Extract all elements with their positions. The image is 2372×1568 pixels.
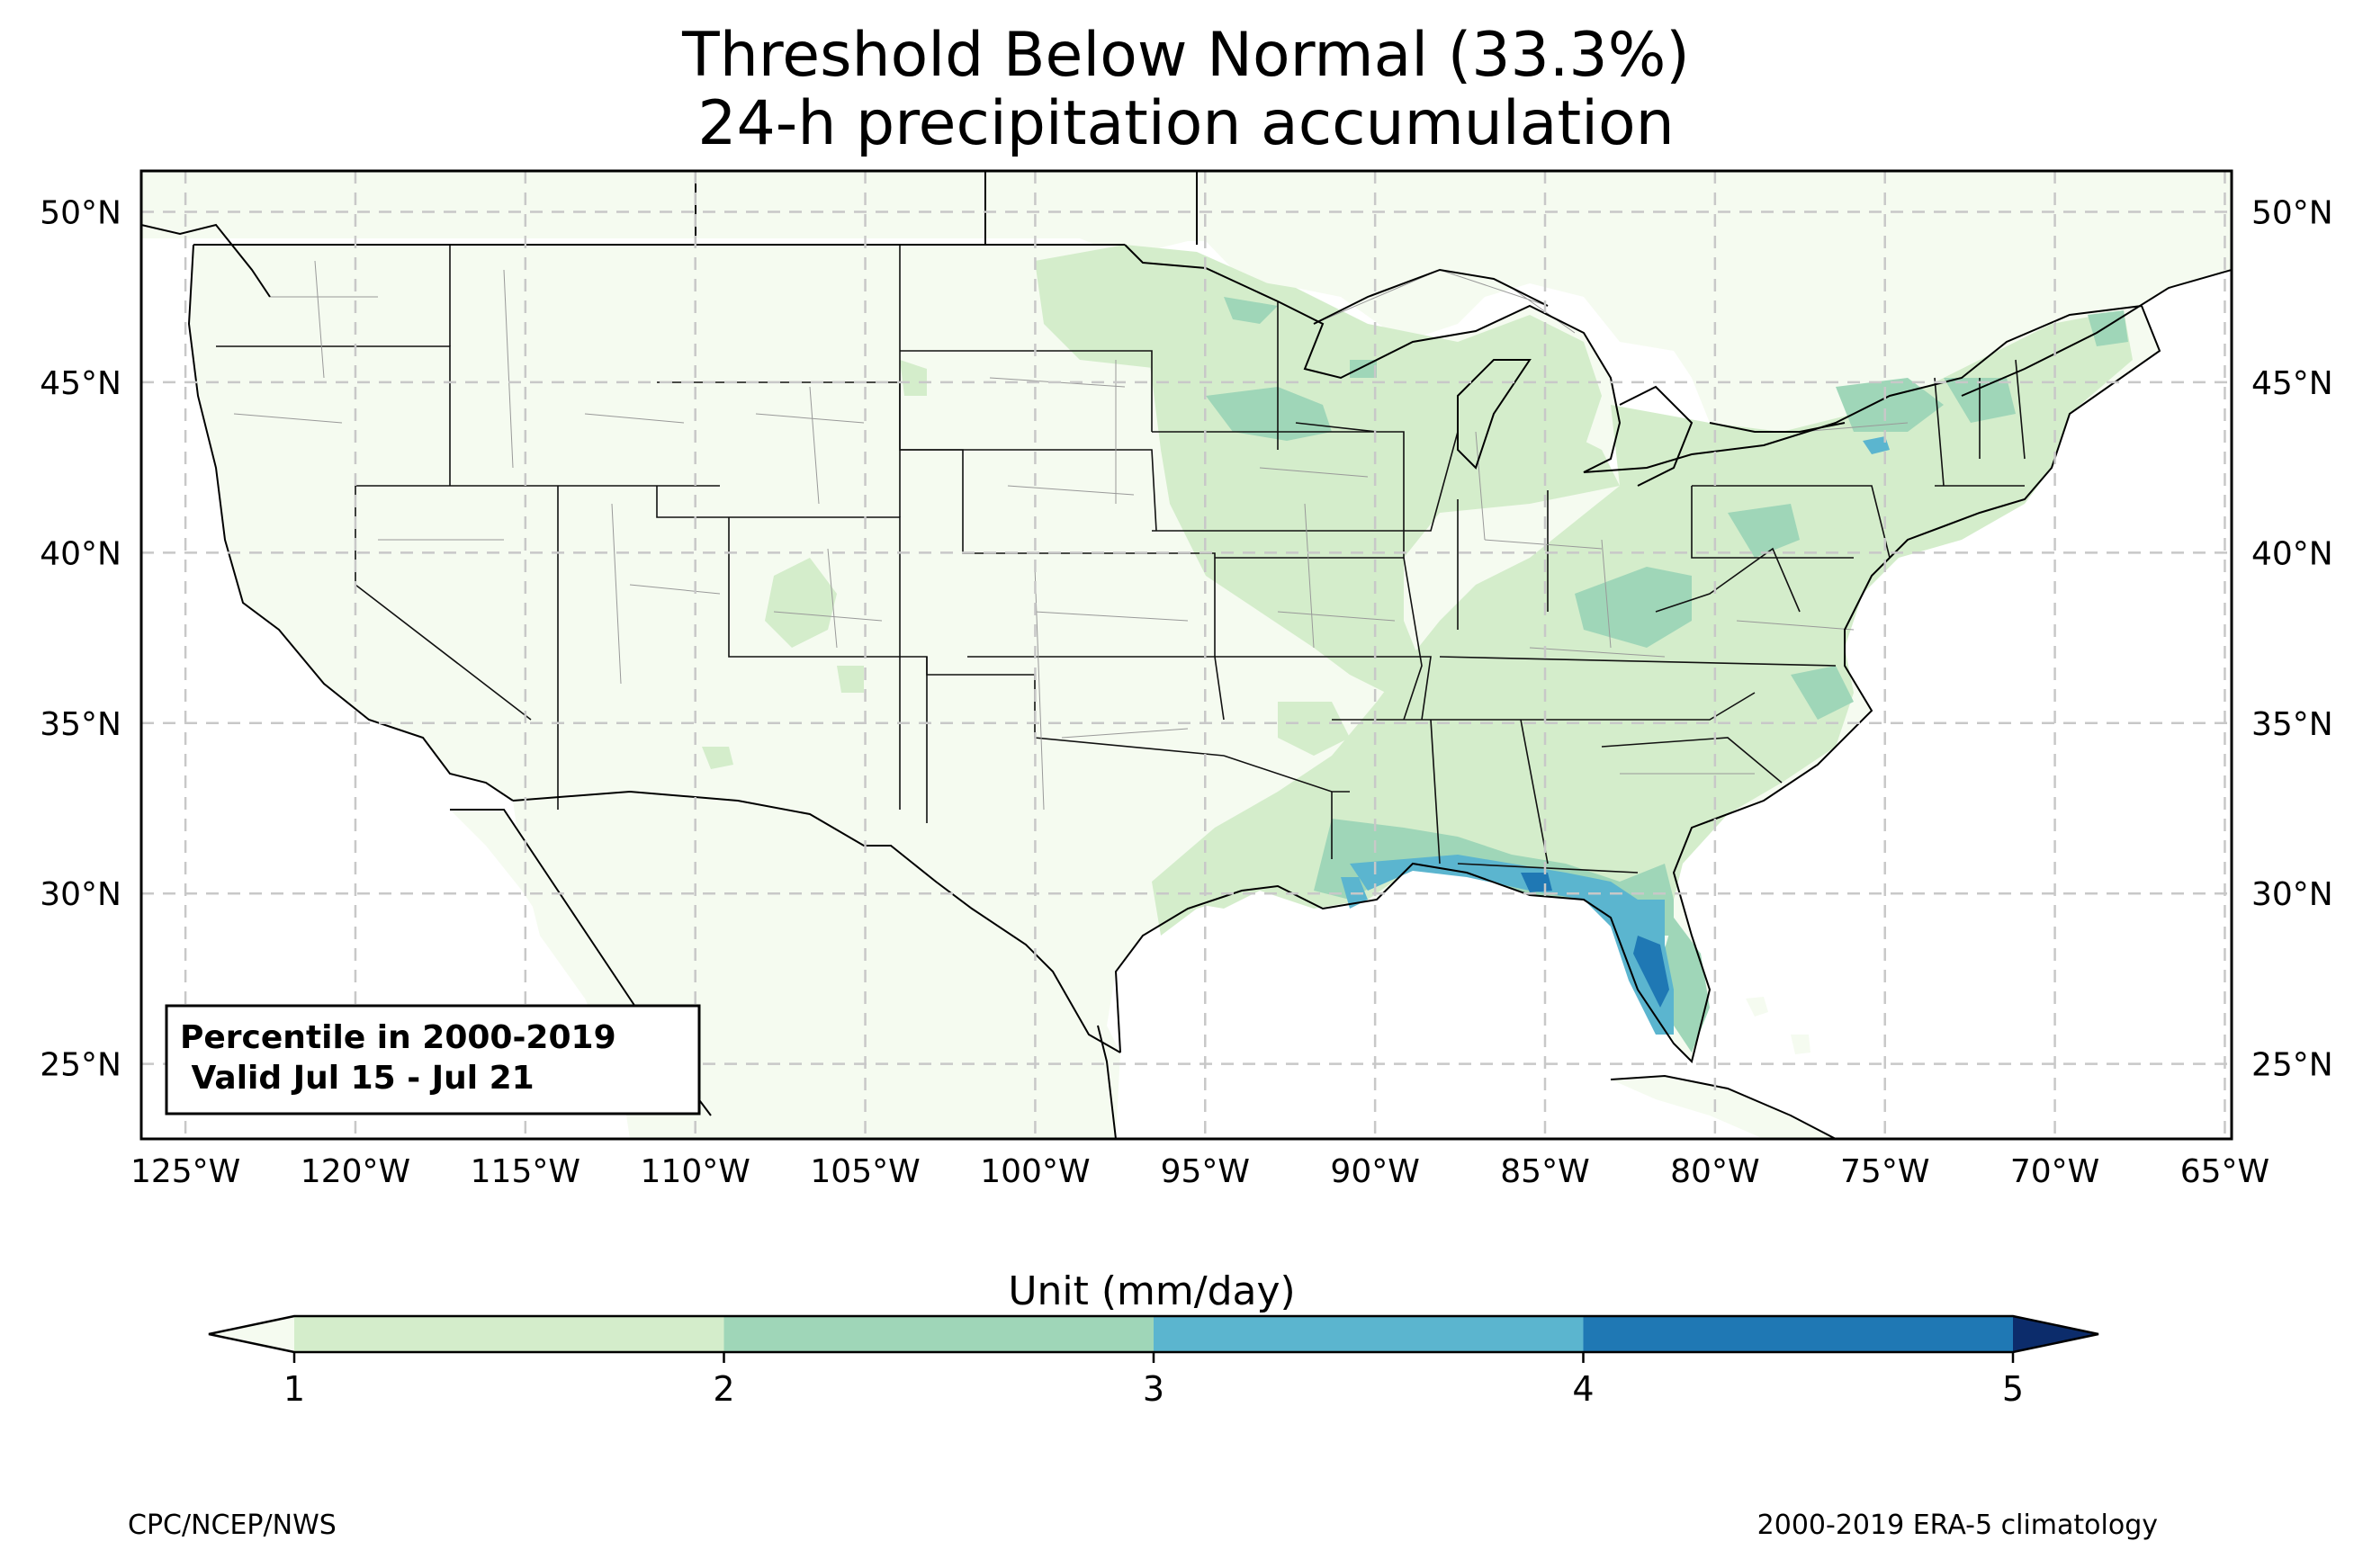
gridlines bbox=[141, 171, 2232, 1139]
title-line-2: 24-h precipitation accumulation bbox=[697, 88, 1674, 159]
latitude-tick-labels-left: 50°N 45°N 40°N 35°N 30°N 25°N bbox=[40, 194, 121, 1083]
colorbar: Unit (mm/day) 1 2 3 4 5 bbox=[208, 1268, 2099, 1409]
latitude-tick-label-right: 25°N bbox=[2251, 1047, 2333, 1084]
colorbar-under-arrow bbox=[209, 1316, 294, 1352]
colorbar-segment bbox=[1154, 1316, 1584, 1352]
bahamas-land bbox=[1746, 997, 1810, 1054]
info-box-line-1: Percentile in 2000-2019 bbox=[180, 1019, 616, 1056]
cuba-land bbox=[1611, 1076, 1836, 1139]
latitude-tick-label-left: 30°N bbox=[40, 876, 121, 913]
canada-land bbox=[141, 171, 2232, 450]
latitude-tick-label-right: 50°N bbox=[2251, 194, 2333, 231]
longitude-tick-label: 120°W bbox=[301, 1153, 410, 1190]
latitude-tick-label-right: 35°N bbox=[2251, 706, 2333, 743]
info-box-line-2: Valid Jul 15 - Jul 21 bbox=[180, 1060, 535, 1097]
colorbar-segment bbox=[294, 1316, 724, 1352]
colorbar-unit-label: Unit (mm/day) bbox=[1008, 1268, 1295, 1314]
colorbar-segment bbox=[723, 1316, 1155, 1352]
longitude-tick-label: 80°W bbox=[1670, 1153, 1759, 1190]
colorbar-tick-label: 2 bbox=[713, 1369, 734, 1409]
longitude-tick-labels: 125°W 120°W 115°W 110°W 105°W 100°W 95°W 90°W 85… bbox=[130, 1153, 2269, 1190]
colorbar-body bbox=[208, 1314, 2099, 1354]
map-border bbox=[139, 169, 2233, 1141]
latitude-tick-label-left: 45°N bbox=[40, 365, 121, 402]
longitude-tick-label: 100°W bbox=[980, 1153, 1090, 1190]
coastlines bbox=[141, 171, 2232, 1139]
longitude-tick-label: 90°W bbox=[1330, 1153, 1419, 1190]
latitude-tick-labels-right: 50°N 45°N 40°N 35°N 30°N 25°N bbox=[2251, 194, 2333, 1083]
longitude-tick-label: 85°W bbox=[1500, 1153, 1589, 1190]
latitude-tick-label-right: 40°N bbox=[2251, 535, 2333, 572]
longitude-tick-label: 75°W bbox=[1840, 1153, 1929, 1190]
longitude-tick-label: 70°W bbox=[2010, 1153, 2099, 1190]
longitude-tick-label: 115°W bbox=[471, 1153, 580, 1190]
title-line-1: Threshold Below Normal (33.3%) bbox=[681, 20, 1690, 91]
latitude-tick-label-left: 40°N bbox=[40, 535, 121, 572]
longitude-tick-label: 95°W bbox=[1161, 1153, 1250, 1190]
longitude-tick-label: 105°W bbox=[810, 1153, 920, 1190]
colorbar-tick-label: 3 bbox=[1143, 1369, 1164, 1409]
county-lines bbox=[233, 260, 1909, 811]
latitude-tick-label-left: 50°N bbox=[40, 194, 121, 231]
latitude-tick-label-right: 30°N bbox=[2251, 876, 2333, 913]
latitude-tick-label-left: 35°N bbox=[40, 706, 121, 743]
longitude-tick-label: 110°W bbox=[641, 1153, 750, 1190]
colorbar-tick-label: 1 bbox=[283, 1369, 305, 1409]
latitude-tick-label-left: 25°N bbox=[40, 1047, 121, 1084]
colorbar-segment bbox=[1583, 1316, 2014, 1352]
colorbar-tick-label: 5 bbox=[2002, 1369, 2024, 1409]
info-box: Percentile in 2000-2019 Valid Jul 15 - J… bbox=[165, 1004, 701, 1116]
longitude-tick-label: 65°W bbox=[2180, 1153, 2269, 1190]
credit-right: 2000-2019 ERA-5 climatology bbox=[1757, 1510, 2158, 1541]
colorbar-tick-label: 4 bbox=[1572, 1369, 1594, 1409]
colorbar-over-arrow bbox=[2013, 1316, 2098, 1352]
map-panel: 125°W 120°W 115°W 110°W 105°W 100°W 95°W 90°W 85… bbox=[40, 169, 2333, 1190]
colorbar-tick-labels: 1 2 3 4 5 bbox=[283, 1352, 2024, 1409]
latitude-tick-label-right: 45°N bbox=[2251, 365, 2333, 402]
longitude-tick-label: 125°W bbox=[130, 1153, 240, 1190]
info-box-frame bbox=[165, 1004, 701, 1116]
credit-left: CPC/NCEP/NWS bbox=[128, 1510, 337, 1541]
